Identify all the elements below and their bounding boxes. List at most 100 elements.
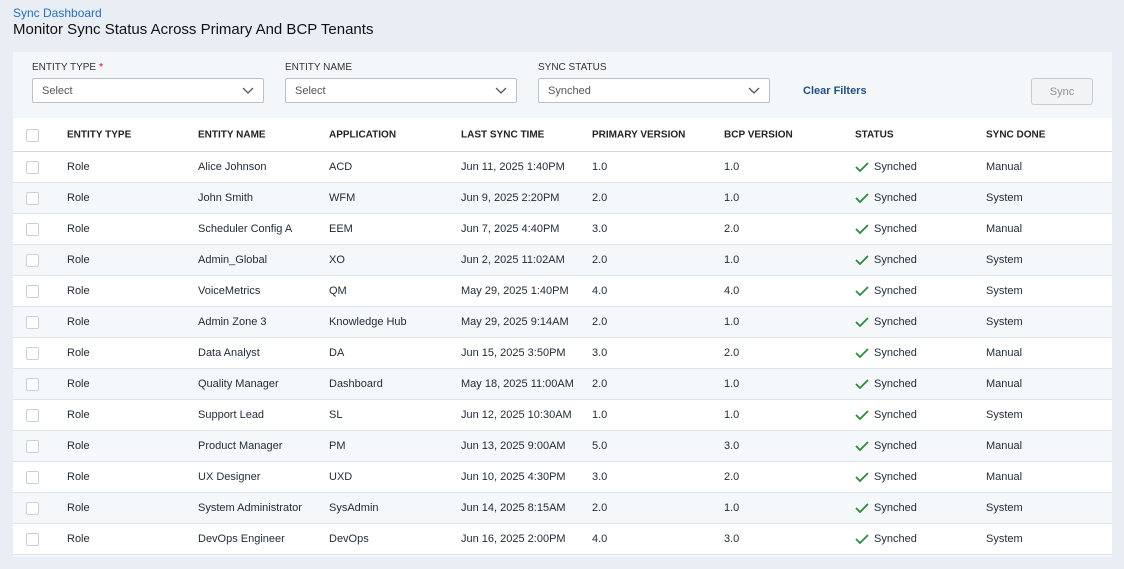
checkbox[interactable] xyxy=(26,192,39,205)
table-row: Role System Administrator SysAdmin Jun 14, … xyxy=(13,493,1112,524)
cell-text: 1.0 xyxy=(724,502,740,514)
cell-text: System xyxy=(986,409,1023,421)
column-header: APPLICATION xyxy=(329,129,397,140)
checkbox[interactable] xyxy=(26,533,39,546)
filter-label-text: ENTITY NAME xyxy=(285,62,353,73)
table-row: Role Support Lead SL Jun 12, 2025 10:30AM 1.… xyxy=(13,400,1112,431)
cell-text: May 18, 2025 11:00AM xyxy=(461,378,574,390)
filter-select[interactable]: Synched xyxy=(538,78,770,103)
status: Synched xyxy=(855,502,917,514)
cell-text: System xyxy=(986,502,1023,514)
check-icon xyxy=(855,162,869,173)
select-value: Synched xyxy=(548,85,591,97)
checkbox[interactable] xyxy=(26,254,39,267)
cell-text: Manual xyxy=(986,161,1023,173)
checkbox[interactable] xyxy=(26,285,39,298)
chevron xyxy=(495,87,507,94)
cell-text: May 29, 2025 9:14AM xyxy=(461,316,569,328)
cell-text: Manual xyxy=(986,471,1023,483)
breadcrumb[interactable]: Sync Dashboard xyxy=(13,6,102,20)
table-row: Role John Smith WFM Jun 9, 2025 2:20PM 2.0 1.… xyxy=(13,183,1112,214)
check-icon xyxy=(855,193,869,204)
cell-text: John Smith xyxy=(198,192,254,204)
cell-text: DevOps xyxy=(329,533,369,545)
cell-text: DevOps Engineer xyxy=(198,533,285,545)
table-row: Role Data Analyst DA Jun 15, 2025 3:50PM 3.0… xyxy=(13,338,1112,369)
check-icon xyxy=(855,255,869,266)
cell-text: Manual xyxy=(986,223,1023,235)
cell-text: Jun 2, 2025 11:02AM xyxy=(461,254,565,266)
cell-text: 2.0 xyxy=(592,378,608,390)
check-icon xyxy=(855,379,869,390)
filter-select[interactable]: Select xyxy=(285,78,517,103)
cell-text: Manual xyxy=(986,347,1023,359)
cell-text: Product Manager xyxy=(198,440,283,452)
cell-text: XO xyxy=(329,254,345,266)
cell-text: 2.0 xyxy=(724,223,740,235)
cell-text: May 29, 2025 1:40PM xyxy=(461,285,569,297)
cell-text: Jun 14, 2025 8:15AM xyxy=(461,502,566,514)
checkbox[interactable] xyxy=(26,409,39,422)
table-row: Role Product Manager PM Jun 13, 2025 9:00AM… xyxy=(13,431,1112,462)
cell-text: Role xyxy=(67,347,90,359)
cell-text: ACD xyxy=(329,161,353,173)
status-text: Synched xyxy=(874,285,917,297)
header-row: ENTITY TYPE ENTITY NAME APPLICATION LAST SY… xyxy=(13,118,1112,152)
cell-text: 3.0 xyxy=(592,471,608,483)
checkbox[interactable] xyxy=(26,316,39,329)
checkbox[interactable] xyxy=(26,161,39,174)
cell-text: Jun 10, 2025 4:30PM xyxy=(461,471,566,483)
status: Synched xyxy=(855,440,917,452)
clear-filters[interactable]: Clear Filters xyxy=(803,85,867,97)
status-text: Synched xyxy=(874,378,917,390)
checkbox[interactable] xyxy=(26,440,39,453)
column-header: STATUS xyxy=(855,129,894,140)
cell-text: 4.0 xyxy=(724,285,740,297)
filter-label: ENTITY TYPE * xyxy=(32,62,103,73)
status-text: Synched xyxy=(874,254,917,266)
check-icon xyxy=(855,534,869,545)
cell-text: Admin Zone 3 xyxy=(198,316,267,328)
cell-text: 1.0 xyxy=(592,161,608,173)
check-icon xyxy=(855,410,869,421)
checkbox[interactable] xyxy=(26,471,39,484)
checkbox[interactable] xyxy=(26,128,39,142)
check-icon xyxy=(855,317,869,328)
status: Synched xyxy=(855,254,917,266)
cell-text: 1.0 xyxy=(592,409,608,421)
select-value: Select xyxy=(42,85,73,97)
checkbox[interactable] xyxy=(26,223,39,236)
cell-text: Jun 11, 2025 1:40PM xyxy=(461,161,565,173)
cell-text: Role xyxy=(67,471,90,483)
check-icon xyxy=(855,348,869,359)
cell-text: 3.0 xyxy=(724,533,740,545)
cell-text: 1.0 xyxy=(724,254,740,266)
cell-text: 1.0 xyxy=(724,161,740,173)
cell-text: Role xyxy=(67,440,90,452)
filter-select[interactable]: Select xyxy=(32,78,264,103)
status: Synched xyxy=(855,471,917,483)
cell-text: 2.0 xyxy=(592,254,608,266)
checkbox[interactable] xyxy=(26,378,39,391)
cell-text: DA xyxy=(329,347,345,359)
cell-text: Role xyxy=(67,254,90,266)
cell-text: 1.0 xyxy=(724,409,740,421)
checkbox[interactable] xyxy=(26,502,39,515)
table-row: Role DevOps Engineer DevOps Jun 16, 2025 2:… xyxy=(13,524,1112,555)
cell-text: 3.0 xyxy=(592,347,608,359)
checkbox[interactable] xyxy=(26,347,39,360)
cell-text: Jun 16, 2025 2:00PM xyxy=(461,533,566,545)
check-icon xyxy=(855,503,869,514)
cell-text: Data Analyst xyxy=(198,347,260,359)
status-text: Synched xyxy=(874,440,917,452)
sync-button[interactable]: Sync xyxy=(1031,78,1093,105)
cell-text: 1.0 xyxy=(724,192,740,204)
cell-text: Role xyxy=(67,316,90,328)
column-header: PRIMARY VERSION xyxy=(592,129,686,140)
column-header: LAST SYNC TIME xyxy=(461,129,545,140)
cell-text: 1.0 xyxy=(724,378,740,390)
table-row: Role UX Designer UXD Jun 10, 2025 4:30PM 3.0… xyxy=(13,462,1112,493)
cell-text: Role xyxy=(67,409,90,421)
column-header: ENTITY TYPE xyxy=(67,129,132,140)
